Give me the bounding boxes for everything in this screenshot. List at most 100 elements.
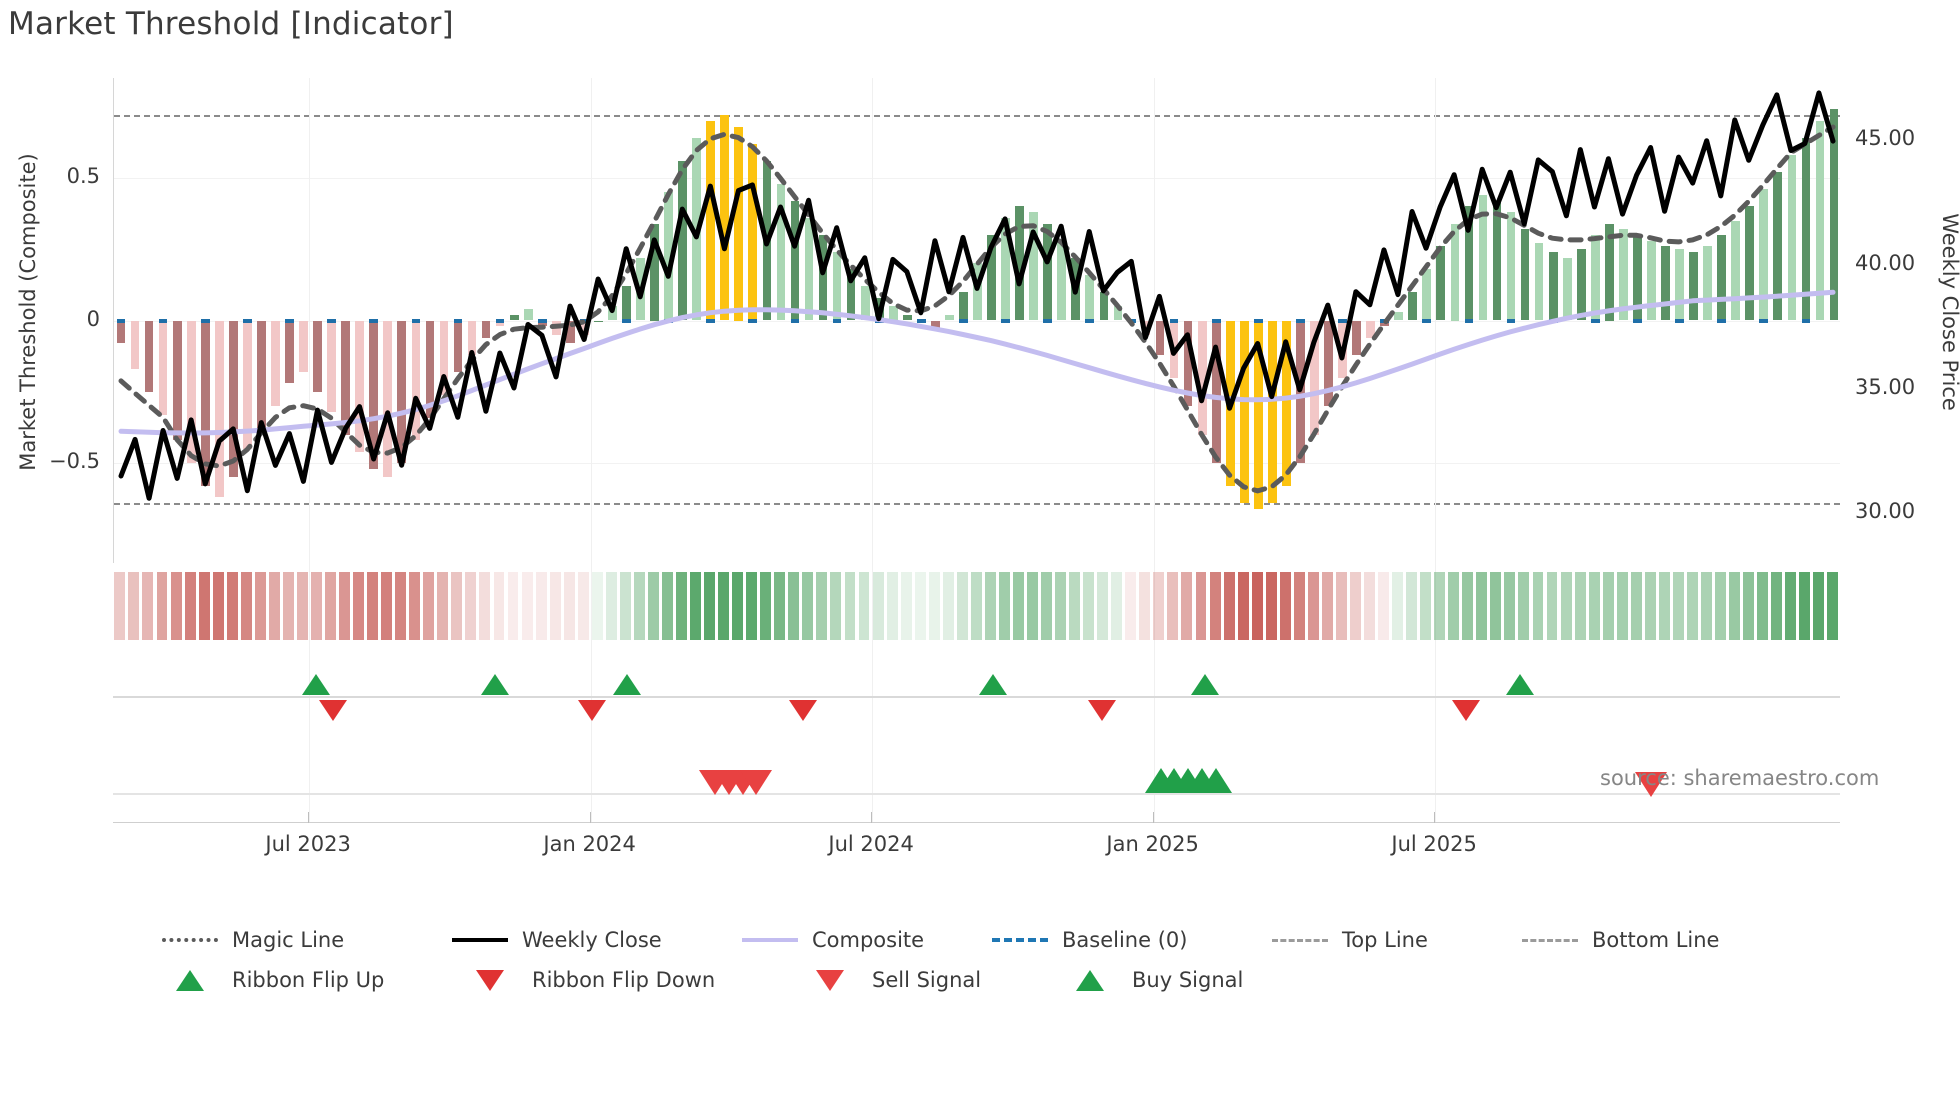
gridline-y-0 [114,177,1840,179]
baseline-segment [1548,318,1558,323]
dashed-blue-line-icon [990,929,1050,951]
ribbon-cell [451,572,463,640]
ribbon-flip-down-marker [1451,700,1480,721]
ribbon-cell [605,572,617,640]
histogram-bar [594,320,603,322]
ribbon-cell [591,572,603,640]
histogram-bar [931,320,940,330]
ribbon-cell [1111,572,1123,640]
signal-markers-panel [113,650,1840,810]
page-title: Market Threshold [Indicator] [8,6,454,42]
y-axis-right-label: Weekly Close Price [1938,213,1960,411]
histogram-bar [158,320,168,415]
x-tick-mark-1 [589,812,591,823]
dashed-blue-line-icon-glyph [992,938,1048,942]
legend-item-weekly-close[interactable]: Weekly Close [450,928,740,952]
ribbon-cell [1813,572,1825,640]
legend-item-ribbon-flip-up[interactable]: Ribbon Flip Up [160,968,460,992]
ribbon-cell [1672,572,1684,640]
ribbon-cell [1574,572,1586,640]
legend-item-magic-line[interactable]: Magic Line [160,928,450,952]
histogram-bar [411,320,421,441]
histogram-bar [1324,320,1333,407]
histogram-bar [1534,243,1544,321]
ribbon-cell [1139,572,1151,640]
ribbon-cell [1434,572,1446,640]
y-tick-right-2: 35.00 [1855,374,1916,399]
ribbon-cell [395,572,407,640]
baseline-segment [537,318,547,323]
legend-item-bottom-line[interactable]: Bottom Line [1520,928,1770,952]
histogram-bar [130,320,140,369]
histogram-bar [1604,223,1614,321]
histogram-bar [397,320,407,464]
histogram-bar [1745,206,1755,321]
histogram-bar [664,192,673,321]
legend-item-top-line[interactable]: Top Line [1270,928,1520,952]
histogram-bar [257,320,266,429]
baseline-segment [664,318,673,323]
red-triangle-down-icon [460,969,520,991]
histogram-bar [481,320,491,338]
histogram-bar [144,320,154,392]
histogram-bar [172,320,182,441]
baseline-segment [1001,318,1010,323]
ribbon-flip-down-marker [788,700,817,721]
sell-signal-marker [1635,772,1668,797]
histogram-bar [355,320,365,452]
baseline-segment [116,318,126,323]
histogram-bar [720,115,730,321]
top-threshold-line [114,115,1840,118]
legend-item-composite[interactable]: Composite [740,928,990,952]
legend-item-baseline-0-[interactable]: Baseline (0) [990,928,1270,952]
histogram-bar [1478,194,1488,321]
legend-item-sell-signal[interactable]: Sell Signal [800,968,1060,992]
histogram-bar [1001,217,1010,321]
ribbon-cell [367,572,379,640]
y-tick-left-0: 0.5 [66,163,100,188]
ribbon-cell [1265,572,1277,640]
ribbon-cell [676,572,687,640]
baseline-segment [1633,318,1642,323]
baseline-segment [1380,318,1390,323]
ribbon-cell [226,572,238,640]
ribbon-cell [844,572,856,640]
baseline-segment [411,318,421,323]
histogram-bar [1366,320,1375,338]
red-triangle-down-icon-glyph [816,969,844,991]
ribbon-cell [1757,572,1769,640]
histogram-bar [973,263,982,321]
histogram-bar [453,320,463,372]
red-triangle-down-icon-glyph [476,969,504,991]
ribbon-cell [1532,572,1544,640]
ribbon-cell [1321,572,1333,640]
ribbon-cell [577,572,589,640]
histogram-bar [987,234,996,321]
green-triangle-up-icon-glyph [1076,969,1104,991]
ribbon-cell [268,572,280,640]
histogram-bar [1633,234,1642,321]
red-triangle-down-icon [800,969,860,991]
baseline-segment [1422,318,1432,323]
histogram-bar [271,320,280,407]
ribbon-cell [282,572,294,640]
y-tick-left-2: −0.5 [49,449,100,474]
ribbon-flip-axis [113,696,1840,698]
x-tick-mark-4 [1434,812,1436,823]
ribbon-cell [310,572,322,640]
legend-item-buy-signal[interactable]: Buy Signal [1060,968,1320,992]
ribbon-cell [1686,572,1698,640]
ribbon-flip-up-marker [1505,674,1534,695]
legend-item-ribbon-flip-down[interactable]: Ribbon Flip Down [460,968,800,992]
green-triangle-up-icon [160,969,220,991]
histogram-bar [580,320,589,335]
solid-black-line-icon [450,929,510,951]
dotted-gray-line-icon-glyph [162,938,218,942]
baseline-segment [1801,318,1811,323]
baseline-segment [1169,318,1179,323]
main-chart-panel [113,78,1840,823]
ribbon-cell [830,572,842,640]
baseline-segment [158,318,168,323]
histogram-bar [1422,269,1432,321]
